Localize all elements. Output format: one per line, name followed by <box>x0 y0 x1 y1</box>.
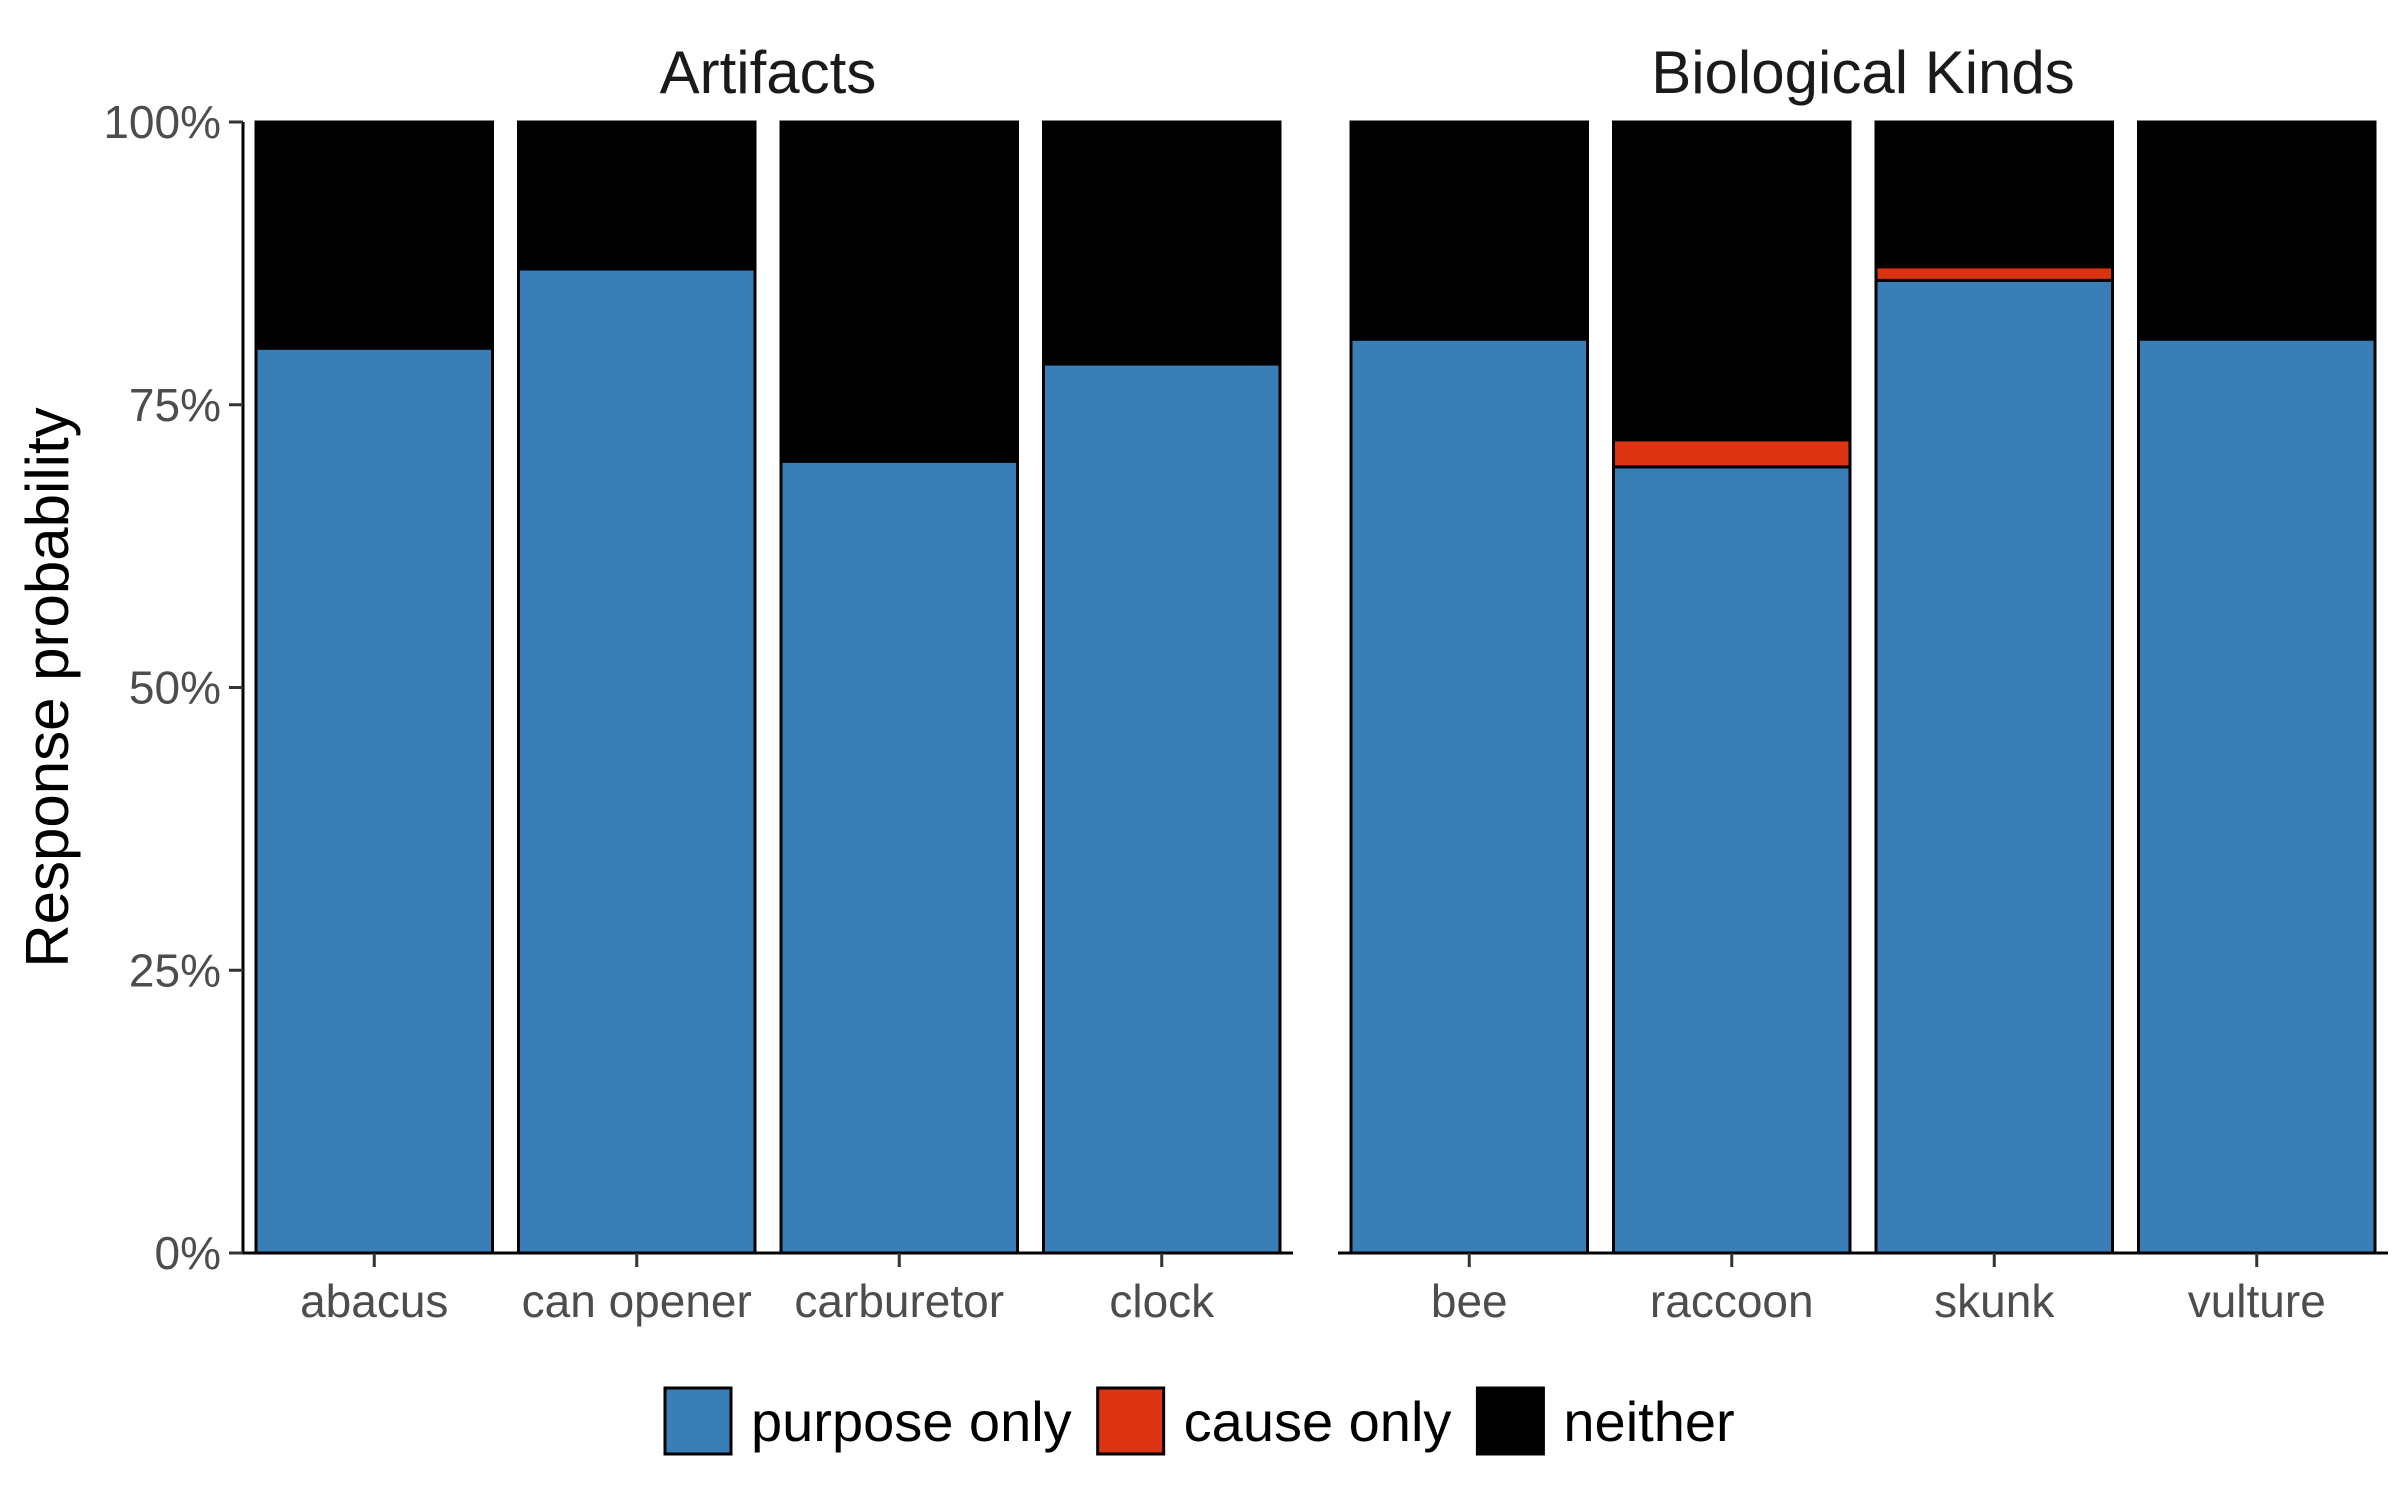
legend-swatch-neither <box>1475 1386 1545 1456</box>
bar-can-opener-purpose-only <box>517 267 757 1255</box>
y-tick-label-100: 100% <box>103 96 221 148</box>
bar-can-opener-neither <box>517 120 757 271</box>
bar-clock-purpose-only <box>1042 362 1282 1255</box>
bar-vulture-purpose-only <box>2137 337 2377 1255</box>
x-tick-label-clock: clock <box>1109 1275 1215 1327</box>
y-tick-label-0: 0% <box>155 1227 221 1279</box>
bar-abacus-purpose-only <box>254 346 494 1255</box>
bar-vulture-neither <box>2137 120 2377 341</box>
x-tick-label-carburetor: carburetor <box>794 1275 1004 1327</box>
legend-swatch-purpose-only <box>663 1386 733 1456</box>
bar-raccoon-cause-only <box>1612 438 1852 469</box>
x-tick-label-vulture: vulture <box>2188 1275 2326 1327</box>
facet-title-biological-kinds: Biological Kinds <box>1651 39 2075 106</box>
legend-swatch-cause-only <box>1096 1386 1166 1456</box>
legend-label-purpose-only: purpose only <box>751 1390 1072 1453</box>
x-tick-label-can-opener: can opener <box>522 1275 752 1327</box>
bar-bee-neither <box>1349 120 1589 341</box>
bar-bee-purpose-only <box>1349 337 1589 1255</box>
x-tick-label-bee: bee <box>1431 1275 1508 1327</box>
bar-raccoon-purpose-only <box>1612 465 1852 1255</box>
bar-raccoon-neither <box>1612 120 1852 442</box>
bar-carburetor-purpose-only <box>779 459 1019 1255</box>
x-tick-label-abacus: abacus <box>300 1275 448 1327</box>
bar-skunk-purpose-only <box>1874 278 2114 1255</box>
x-tick-label-raccoon: raccoon <box>1650 1275 1814 1327</box>
facet-title-artifacts: Artifacts <box>660 39 877 106</box>
bar-skunk-cause-only <box>1874 265 2114 282</box>
bar-carburetor-neither <box>779 120 1019 463</box>
y-tick-label-50: 50% <box>129 662 221 714</box>
x-tick-label-skunk: skunk <box>1934 1275 2055 1327</box>
legend-label-neither: neither <box>1563 1390 1734 1453</box>
y-axis-title: Response probability <box>14 407 81 967</box>
bar-abacus-neither <box>254 120 494 350</box>
y-tick-label-75: 75% <box>129 379 221 431</box>
bar-skunk-neither <box>1874 120 2114 269</box>
legend-label-cause-only: cause only <box>1184 1390 1452 1453</box>
bar-clock-neither <box>1042 120 1282 366</box>
y-tick-label-25: 25% <box>129 944 221 996</box>
